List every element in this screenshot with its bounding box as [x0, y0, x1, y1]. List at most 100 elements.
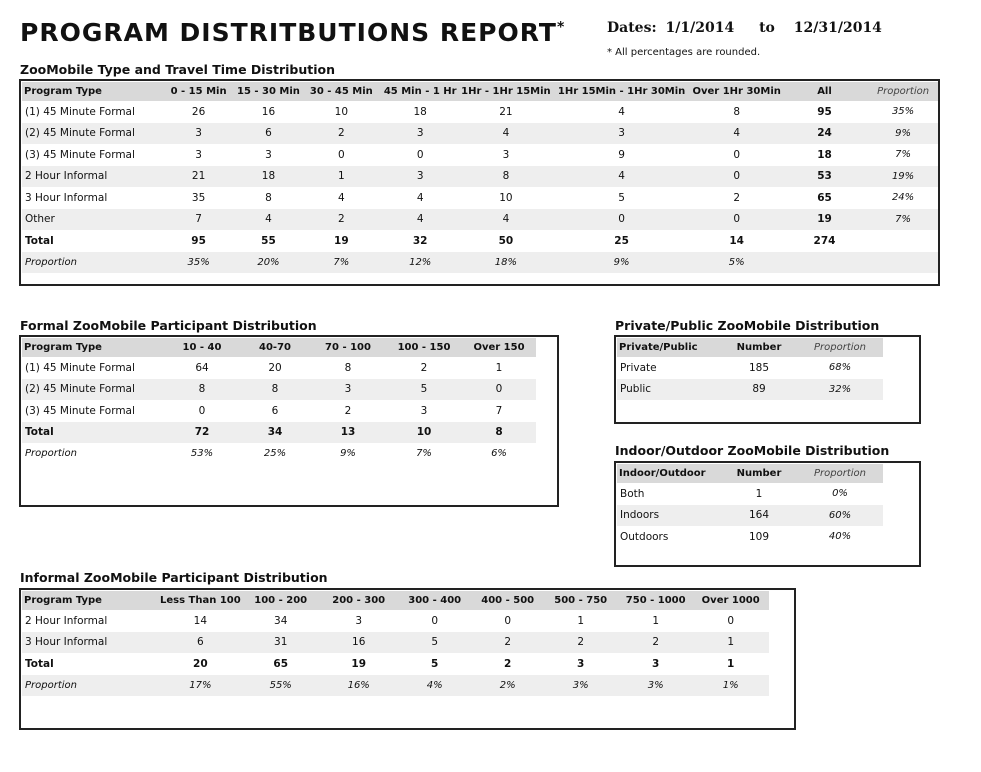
table-cell: 7	[495, 404, 503, 417]
column-header: Over 150	[462, 338, 536, 357]
total-cell: 1	[727, 657, 735, 670]
total-cell: 3	[652, 657, 660, 670]
table-cell: 34	[274, 614, 288, 627]
column-header: 15 - 30 Min	[233, 82, 304, 101]
table-cell: 3	[502, 148, 510, 161]
table-cell: 0	[733, 148, 741, 161]
column-header: Program Type	[22, 591, 160, 610]
table-cell: 7	[163, 208, 234, 230]
table-cell: 35%	[891, 106, 915, 118]
table-cell: Outdoors	[620, 530, 669, 543]
table-cell: 3 Hour Informal	[25, 191, 108, 204]
table-row: (3) 45 Minute Formal 0 6 2 3 7	[22, 400, 536, 422]
table-row: (2) 45 Minute Formal 3 6 2 3 4 3 4 24 9%	[22, 122, 938, 144]
table-cell: 3	[265, 148, 272, 161]
table-cell: 2 Hour Informal	[25, 614, 108, 627]
table-cell: 0	[337, 148, 345, 161]
private-public-title: Private/Public ZooMobile Distribution	[615, 318, 880, 333]
table-cell: 18	[233, 165, 304, 187]
header-row: Program Type Less Than 100 100 - 200 200 - …	[22, 591, 769, 610]
table-row: Both 1 0%	[617, 483, 883, 505]
date-end: 12/31/2014	[793, 20, 882, 36]
table-cell: 19	[780, 208, 869, 230]
informal-table-box: Program Type Less Than 100 100 - 200 200 - …	[19, 588, 796, 730]
formal-table: Program Type 10 - 40 40-70 70 - 100 100 - 15…	[22, 338, 536, 465]
table-cell: 2	[303, 208, 380, 230]
table-cell: 7%	[868, 208, 938, 230]
proportion-cell: 7%	[416, 448, 432, 460]
proportion-cell: 6%	[491, 448, 507, 460]
table-cell: 8	[265, 191, 272, 204]
dates-label: Dates:	[607, 20, 657, 36]
table-cell: 2	[542, 631, 619, 653]
table-cell: 4	[618, 105, 625, 118]
informal-table: Program Type Less Than 100 100 - 200 200 - …	[22, 591, 769, 696]
table-cell: 3	[195, 148, 202, 161]
table-cell: 0	[431, 614, 439, 627]
column-header: Over 1000	[692, 591, 769, 610]
table-cell: 24%	[891, 192, 915, 204]
table-cell: 2 Hour Informal	[22, 165, 164, 187]
header-row: Program Type 0 - 15 Min 15 - 30 Min 30 - 45…	[22, 82, 938, 101]
travel-table-box: Program Type 0 - 15 Min 15 - 30 Min 30 - 45…	[19, 79, 940, 286]
report-title-text: PROGRAM DISTRITBUTIONS REPORT	[20, 18, 557, 47]
total-row: Total 72 34 13 10 8	[22, 421, 536, 443]
total-row: Total 95 55 19 32 50 25 14 274	[22, 230, 938, 252]
table-cell: 60%	[797, 504, 883, 526]
column-header: Program Type	[22, 338, 164, 357]
column-header: 1Hr - 1Hr 15Min	[461, 82, 551, 101]
table-cell: 89	[721, 378, 797, 400]
proportion-cell: 2%	[472, 674, 543, 696]
table-cell: 20	[268, 361, 282, 374]
table-cell: 9	[618, 148, 625, 161]
column-header: Number	[721, 338, 797, 357]
table-row: Indoors 164 60%	[617, 504, 883, 526]
private-public-table: Private/Public Number Proportion Private 185…	[617, 338, 883, 400]
table-cell: 24	[780, 122, 869, 144]
table-cell: 6	[233, 122, 304, 144]
header-row: Indoor/Outdoor Number Proportion	[617, 464, 883, 483]
proportion-row: Proportion 17% 55% 16% 4% 2% 3% 3% 1%	[22, 674, 769, 696]
proportion-cell: 1%	[692, 674, 769, 696]
table-cell: (2) 45 Minute Formal	[22, 378, 164, 400]
table-cell: 35	[191, 191, 206, 204]
table-cell: 3	[420, 404, 428, 417]
travel-table-title: ZooMobile Type and Travel Time Distribut…	[20, 62, 336, 77]
table-cell: 1	[495, 361, 503, 374]
proportion-row: Proportion 35% 20% 7% 12% 18% 9% 5%	[22, 251, 938, 273]
table-cell: 0	[692, 208, 781, 230]
total-cell: 72	[164, 421, 240, 443]
table-cell: 18	[413, 105, 427, 118]
column-header: 300 - 400	[396, 591, 473, 610]
column-header: Program Type	[22, 82, 164, 101]
table-cell: 1	[755, 487, 763, 500]
total-cell: Total	[25, 657, 54, 670]
table-cell: 4	[233, 208, 304, 230]
table-cell: 3	[379, 165, 462, 187]
table-row: 2 Hour Informal 14 34 3 0 0 1 1 0	[22, 610, 769, 632]
table-cell: 9%	[868, 122, 938, 144]
table-cell: 1	[577, 614, 585, 627]
proportion-cell: Proportion	[25, 448, 77, 460]
table-cell: 4	[550, 165, 693, 187]
column-header: 1Hr 15Min - 1Hr 30Min	[550, 82, 693, 101]
column-header: Private/Public	[617, 338, 721, 357]
table-cell: 14	[193, 614, 208, 627]
header-row: Private/Public Number Proportion	[617, 338, 883, 357]
table-cell: 4	[416, 191, 424, 204]
proportion-cell: 3%	[618, 674, 693, 696]
table-cell: 0	[727, 614, 735, 627]
table-cell: 8	[461, 165, 551, 187]
report-title: PROGRAM DISTRITBUTIONS REPORT*	[20, 18, 565, 47]
total-cell: 274	[813, 234, 836, 247]
indoor-outdoor-table: Indoor/Outdoor Number Proportion Both 1 0% Ind…	[617, 464, 883, 548]
column-header: 100 - 200	[240, 591, 321, 610]
total-cell: 25	[614, 234, 629, 247]
table-row: (1) 45 Minute Formal 26 16 10 18 21 4 8 95 35%	[22, 101, 938, 123]
table-cell: 21	[163, 165, 234, 187]
table-cell: 16	[261, 105, 276, 118]
table-cell: 64	[195, 361, 209, 374]
table-cell: 7%	[895, 149, 911, 161]
table-row: Public 89 32%	[617, 378, 883, 400]
table-cell: 2	[344, 404, 352, 417]
